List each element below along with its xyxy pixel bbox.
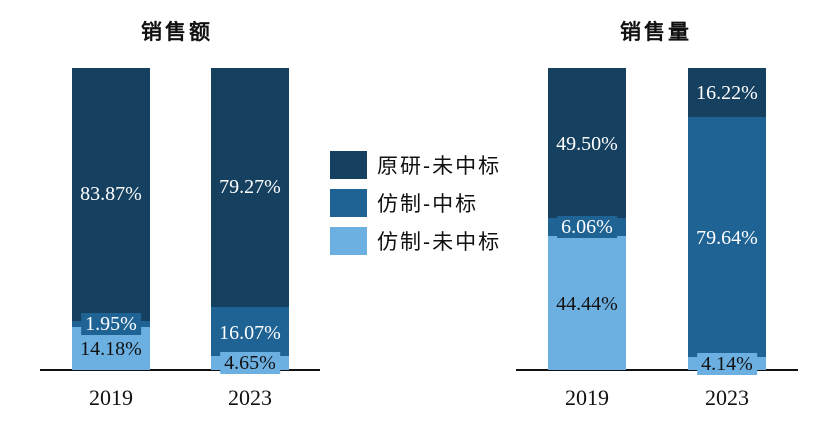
label-generic-won: 16.07% [219,322,281,344]
label-generic-won: 6.06% [557,216,617,238]
left-x-tick-2023: 2023 [228,385,272,410]
right-chart-title: 销售量 [620,20,692,44]
label-generic-won: 1.95% [81,313,141,335]
right-bar-2019: 49.50% 6.06% 44.44% [548,68,626,370]
left-bar-2019: 83.87% 1.95% 14.18% [72,68,150,370]
label-original-not-won: 83.87% [80,183,142,205]
segment-original-not-won [72,68,150,321]
segment-original-not-won [548,68,626,218]
legend-swatch [330,189,367,217]
label-generic-not-won: 14.18% [80,338,142,360]
label-generic-not-won: 44.44% [556,293,618,315]
legend-label: 原研-未中标 [377,154,502,178]
legend-item-generic-won: 仿制-中标 [330,184,501,222]
segment-generic-won [211,307,289,356]
label-generic-not-won: 4.65% [220,352,280,374]
legend-swatch [330,151,367,179]
right-x-axis [516,369,798,371]
segment-generic-not-won [548,236,626,370]
label-original-not-won: 16.22% [696,82,758,104]
label-generic-not-won: 4.14% [697,353,757,375]
label-generic-won: 79.64% [696,227,758,249]
right-bar-2023: 16.22% 79.64% 4.14% [688,68,766,375]
label-original-not-won: 79.27% [219,176,281,198]
right-x-tick-2019: 2019 [565,385,609,410]
left-x-tick-2019: 2019 [89,385,133,410]
label-original-not-won: 49.50% [556,133,618,155]
legend-label: 仿制-未中标 [377,230,502,254]
legend-label: 仿制-中标 [377,192,479,216]
legend-item-generic-not-won: 仿制-未中标 [330,222,501,260]
left-bar-2023: 79.27% 16.07% 4.65% [211,68,289,374]
segment-generic-won [688,117,766,357]
left-chart-title: 销售额 [141,20,213,44]
segment-original-not-won [688,68,766,117]
legend-swatch [330,227,367,255]
right-x-tick-2023: 2023 [705,385,749,410]
segment-original-not-won [211,68,289,307]
legend-item-original-not-won: 原研-未中标 [330,146,501,184]
left-x-axis [40,369,320,371]
legend: 原研-未中标 仿制-中标 仿制-未中标 [330,146,501,260]
